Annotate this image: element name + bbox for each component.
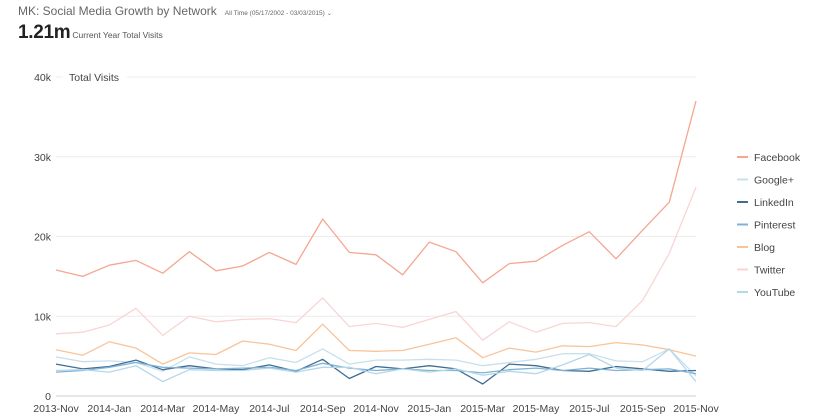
x-tick-label: 2014-May <box>193 403 240 415</box>
legend-item-google-[interactable]: Google+ <box>754 175 794 187</box>
kpi-label: Current Year Total Visits <box>72 30 163 40</box>
x-tick-label: 2015-Jul <box>569 403 609 415</box>
chart-header: MK: Social Media Growth by Network All T… <box>18 4 332 44</box>
legend-item-twitter[interactable]: Twitter <box>754 265 785 277</box>
y-axis-label: Total Visits <box>69 72 119 84</box>
series-line-twitter <box>55 186 697 341</box>
y-tick-label: 0 <box>45 391 51 403</box>
date-range-dropdown[interactable]: All Time (05/17/2002 - 03/03/2015) ⌄ <box>225 10 332 17</box>
series-line-youtube <box>55 348 697 383</box>
legend-item-facebook[interactable]: Facebook <box>754 152 801 164</box>
legend-item-youtube[interactable]: YouTube <box>754 287 795 299</box>
x-tick-label: 2015-May <box>513 403 560 415</box>
y-tick-label: 40k <box>34 72 52 84</box>
x-tick-label: 2013-Nov <box>33 403 79 415</box>
kpi-value: 1.21m <box>18 22 71 43</box>
x-tick-label: 2015-Mar <box>460 403 505 415</box>
legend: Facebook Google+ LinkedIn Pinterest Blog Twit… <box>737 152 801 299</box>
chevron-down-icon: ⌄ <box>326 11 332 17</box>
date-range-label: All Time (05/17/2002 - 03/03/2015) <box>224 10 325 17</box>
x-tick-label: 2014-Nov <box>353 403 399 415</box>
y-tick-label: 10k <box>34 311 52 323</box>
series-lines <box>55 100 697 385</box>
series-line-pinterest <box>55 361 697 375</box>
gridlines <box>56 76 696 397</box>
y-tick-label: 30k <box>34 152 52 164</box>
legend-item-linkedin[interactable]: LinkedIn <box>754 197 794 209</box>
x-tick-label: 2015-Sep <box>620 403 666 415</box>
page-title: MK: Social Media Growth by Network <box>18 4 217 18</box>
series-line-blog <box>55 323 697 365</box>
legend-item-pinterest[interactable]: Pinterest <box>754 220 796 232</box>
kpi: 1.21m Current Year Total Visits <box>18 22 332 44</box>
x-tick-label: 2015-Nov <box>673 403 719 415</box>
x-tick-label: 2015-Jan <box>407 403 451 415</box>
x-tick-label: 2014-Jul <box>249 403 289 415</box>
y-axis: 0 10k 20k 30k 40k <box>34 72 52 403</box>
y-tick-label: 20k <box>34 232 52 244</box>
y-axis-label-background <box>63 71 127 83</box>
series-line-facebook <box>55 100 697 284</box>
series-line-google- <box>55 348 697 377</box>
x-tick-label: 2014-Sep <box>300 403 346 415</box>
series-line-linkedin <box>55 358 697 385</box>
x-tick-label: 2014-Mar <box>140 403 185 415</box>
x-axis: 2013-Nov 2014-Jan 2014-Mar 2014-May 2014-Jul… <box>33 403 719 415</box>
x-tick-label: 2014-Jan <box>87 403 131 415</box>
legend-item-blog[interactable]: Blog <box>754 242 775 254</box>
